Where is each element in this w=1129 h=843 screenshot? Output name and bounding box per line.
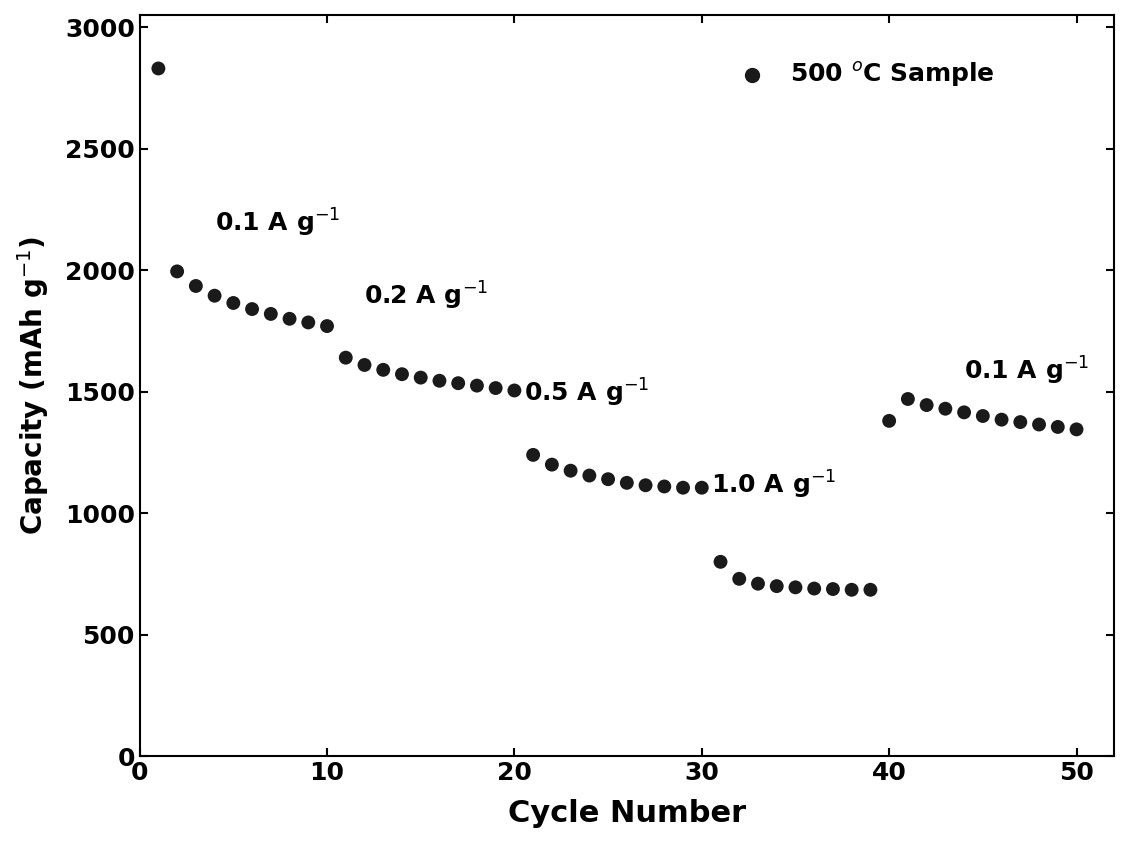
Point [243,303,261,316]
Legend: 500 $^{o}$C Sample: 500 $^{o}$C Sample [717,50,1005,99]
Point [730,572,749,586]
Text: 0.2 A g$^{-1}$: 0.2 A g$^{-1}$ [365,279,489,312]
Point [467,379,485,392]
Point [805,582,823,595]
Point [861,583,879,597]
Point [168,265,186,278]
Point [881,414,899,427]
Point [186,279,204,293]
Point [506,384,524,397]
Point [225,296,243,309]
Point [992,413,1010,427]
Point [430,374,448,388]
Point [336,351,355,364]
Point [974,409,992,422]
Point [711,555,729,568]
Point [1012,416,1030,429]
Text: 0.5 A g$^{-1}$: 0.5 A g$^{-1}$ [524,377,649,409]
Point [318,319,336,333]
Point [1068,422,1086,436]
Text: 0.1 A g$^{-1}$: 0.1 A g$^{-1}$ [964,355,1089,387]
Point [899,392,917,405]
Point [824,583,842,596]
Point [787,581,805,594]
Point [449,377,467,390]
Point [749,577,767,590]
Point [205,289,224,303]
Point [561,464,579,477]
Point [955,405,973,419]
Point [842,583,860,597]
Point [580,469,598,482]
Text: 1.0 A g$^{-1}$: 1.0 A g$^{-1}$ [711,469,837,501]
Point [487,381,505,395]
Text: 0.1 A g$^{-1}$: 0.1 A g$^{-1}$ [215,207,340,239]
Point [299,315,317,329]
Point [1030,418,1048,432]
Point [637,479,655,492]
Point [599,472,618,486]
Point [280,312,298,325]
Point [374,363,392,377]
Point [693,481,711,495]
Point [412,371,430,384]
Point [655,480,673,493]
Point [149,62,167,75]
Point [524,448,542,462]
Point [1049,420,1067,433]
Point [356,358,374,372]
Point [543,458,561,471]
Point [674,481,692,495]
Point [262,307,280,320]
Point [393,368,411,381]
Y-axis label: Capacity (mAh g$^{-1}$): Capacity (mAh g$^{-1}$) [15,236,51,535]
Point [936,402,954,416]
Point [918,399,936,412]
Point [618,476,636,490]
X-axis label: Cycle Number: Cycle Number [508,799,746,828]
Point [768,579,786,593]
